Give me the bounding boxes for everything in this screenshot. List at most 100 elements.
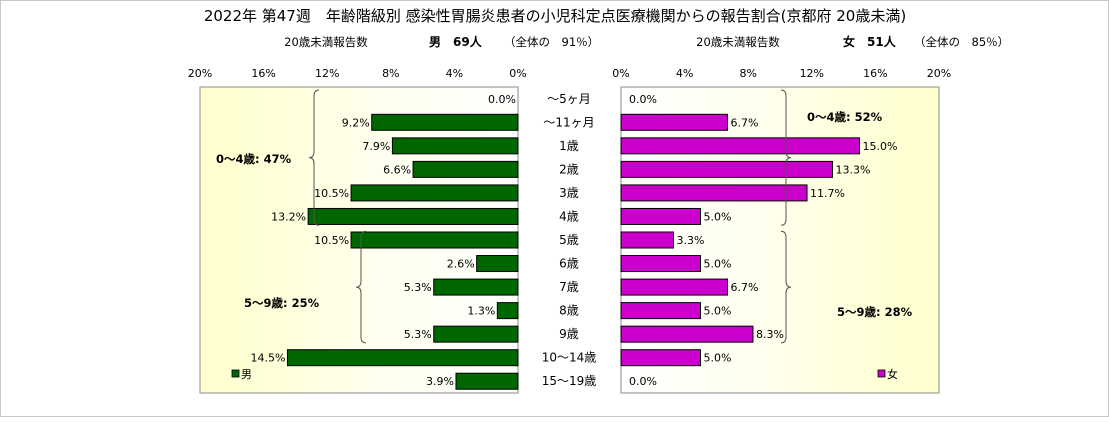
- male-data-label: 5.3%: [404, 281, 432, 294]
- male-bar: [350, 231, 519, 249]
- male-bar: [307, 207, 519, 225]
- right-group-0-4-label: 0～4歳: 52%: [807, 110, 883, 124]
- female-bars: 0.0%6.7%15.0%13.3%11.7%5.0%3.3%5.0%6.7%5…: [620, 93, 898, 388]
- female-data-label: 8.3%: [756, 328, 784, 341]
- female-data-label: 6.7%: [731, 281, 759, 294]
- left-bracket-5-9: [355, 230, 367, 344]
- left-x-tick-label: 0%: [509, 67, 526, 80]
- female-data-label: 5.0%: [704, 258, 732, 271]
- female-bar: [620, 278, 729, 296]
- right-share: （全体の 85％）: [914, 35, 1009, 49]
- female-bar: [620, 137, 860, 155]
- male-data-label: 13.2%: [271, 210, 306, 223]
- male-bars: 0.0% 9.2% 7.9% 6.6% 10.5% 13.2% 10.5% 2.6% 5.3% 1…: [250, 93, 519, 390]
- left-x-tick-label: 12%: [315, 67, 339, 80]
- right-bracket-0-4: [780, 89, 792, 226]
- male-data-label: 10.5%: [314, 234, 349, 247]
- female-bar: [620, 255, 701, 273]
- male-legend-swatch: [231, 369, 240, 378]
- left-group-5-9-label: 5～9歳: 25%: [244, 296, 320, 310]
- female-data-label: 11.7%: [810, 187, 845, 200]
- female-bar: [620, 231, 674, 249]
- female-data-label: 5.0%: [704, 305, 732, 318]
- female-bar: [620, 160, 833, 178]
- female-data-label: 3.3%: [676, 234, 704, 247]
- age-group-label: ～5ヶ月: [547, 92, 591, 106]
- male-bar: [433, 278, 519, 296]
- female-bar: [620, 349, 701, 367]
- male-bar: [391, 137, 519, 155]
- female-data-label: 5.0%: [704, 210, 732, 223]
- male-bar: [350, 184, 519, 202]
- female-bar: [620, 113, 729, 131]
- age-group-label: 4歳: [559, 209, 579, 223]
- right-x-tick-label: 16%: [863, 67, 887, 80]
- male-data-label: 9.2%: [342, 116, 370, 129]
- male-bar: [476, 255, 519, 273]
- female-data-label: 0.0%: [629, 93, 657, 106]
- age-group-label: 7歳: [559, 280, 579, 294]
- male-data-label: 1.3%: [467, 305, 495, 318]
- female-bar: [620, 302, 701, 320]
- male-data-label: 2.6%: [447, 258, 475, 271]
- male-data-label: 5.3%: [404, 328, 432, 341]
- female-data-label: 13.3%: [835, 163, 870, 176]
- right-x-tick-label: 8%: [739, 67, 756, 80]
- female-legend-label: 女: [887, 367, 898, 381]
- male-bar: [496, 302, 519, 320]
- group-brackets: [308, 89, 792, 344]
- female-data-label: 15.0%: [863, 140, 898, 153]
- left-x-tick-label: 20%: [188, 67, 212, 80]
- male-legend-label: 男: [241, 368, 252, 381]
- female-legend-swatch: [877, 369, 886, 378]
- male-data-label: 7.9%: [362, 140, 390, 153]
- left-axis-ticks: 20% 16% 12% 8% 4% 0%: [188, 67, 527, 80]
- chart-title: 2022年 第47週 年齢階級別 感染性胃腸炎患者の小児科定点医療機関からの報告…: [204, 7, 906, 25]
- left-x-tick-label: 16%: [251, 67, 275, 80]
- right-count-label: 20歳未満報告数: [696, 35, 780, 49]
- age-group-label: ～11ヶ月: [543, 115, 594, 129]
- male-data-label: 6.6%: [383, 163, 411, 176]
- right-x-tick-label: 4%: [676, 67, 693, 80]
- female-bar: [620, 207, 701, 225]
- female-bar: [620, 325, 754, 343]
- age-group-label: 6歳: [559, 257, 579, 271]
- male-bar: [286, 349, 519, 367]
- right-x-tick-label: 12%: [800, 67, 824, 80]
- male-bar: [455, 372, 519, 390]
- age-group-label: 3歳: [559, 186, 579, 200]
- male-bar: [371, 113, 519, 131]
- right-bracket-5-9: [780, 230, 792, 344]
- female-data-label: 0.0%: [629, 375, 657, 388]
- right-x-tick-label: 0%: [612, 67, 629, 80]
- left-bracket-0-4: [308, 89, 320, 226]
- left-x-tick-label: 4%: [446, 67, 463, 80]
- left-summary: 男 69人: [429, 34, 483, 49]
- female-data-label: 5.0%: [704, 352, 732, 365]
- age-group-label: 15～19歳: [542, 374, 597, 388]
- male-bar: [412, 160, 519, 178]
- age-group-label: 8歳: [559, 304, 579, 318]
- male-data-label: 14.5%: [250, 352, 285, 365]
- age-group-label: 5歳: [559, 233, 579, 247]
- right-group-5-9-label: 5～9歳: 28%: [837, 305, 913, 319]
- right-axis-ticks: 20% 16% 12% 8% 4% 0%: [612, 67, 951, 80]
- right-summary: 女 51人: [843, 34, 897, 49]
- age-group-label: 2歳: [559, 162, 579, 176]
- female-bar: [620, 184, 808, 202]
- female-data-label: 6.7%: [731, 116, 759, 129]
- male-bar: [433, 325, 519, 343]
- male-data-label: 0.0%: [488, 93, 516, 106]
- right-x-tick-label: 20%: [927, 67, 951, 80]
- left-count-label: 20歳未満報告数: [284, 35, 368, 49]
- age-group-label: 10～14歳: [542, 351, 597, 365]
- left-x-tick-label: 8%: [382, 67, 399, 80]
- age-group-labels: ～5ヶ月 ～11ヶ月 1歳 2歳 3歳 4歳 5歳 6歳 7歳 8歳 9歳 10～14歳 15～19歳: [542, 92, 597, 388]
- left-group-0-4-label: 0～4歳: 47%: [216, 152, 292, 166]
- age-group-label: 1歳: [559, 139, 579, 153]
- age-group-label: 9歳: [559, 327, 579, 341]
- male-data-label: 10.5%: [314, 187, 349, 200]
- male-data-label: 3.9%: [426, 375, 454, 388]
